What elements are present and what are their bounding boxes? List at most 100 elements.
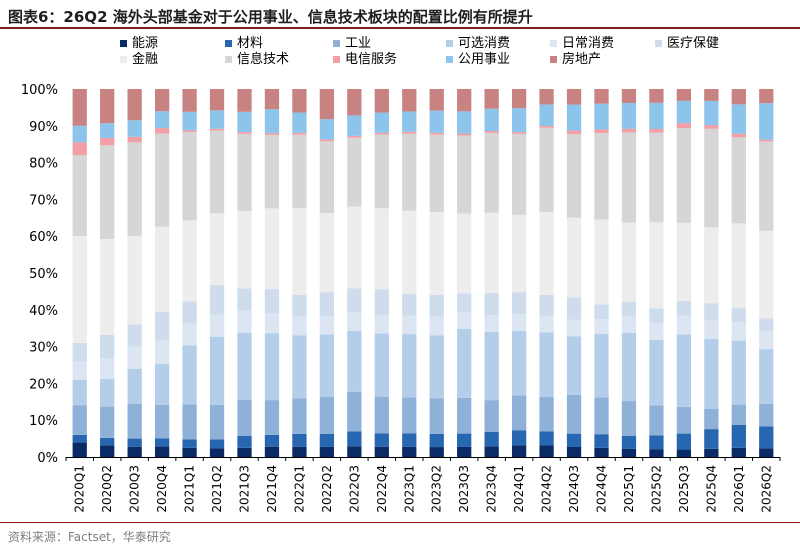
legend-item: 金融	[120, 51, 158, 67]
x-tick-label: 2023Q1	[402, 465, 416, 513]
bar-segment	[100, 378, 115, 407]
bar-segment	[127, 446, 142, 457]
bar-segment	[759, 403, 774, 427]
bar-segment	[402, 334, 417, 398]
bar-segment	[511, 445, 527, 457]
bar-segment	[704, 320, 719, 339]
bar-segment	[374, 446, 389, 457]
x-tick-label: 2020Q4	[155, 465, 169, 513]
bar-segment	[731, 104, 746, 134]
bar-segment	[649, 128, 664, 133]
bar-segment	[594, 434, 609, 448]
bar-segment	[347, 330, 362, 392]
bar-segment	[72, 155, 87, 237]
bar-segment	[319, 316, 335, 335]
bar-segment	[402, 433, 417, 447]
bar-segment	[209, 404, 225, 440]
bar-segment	[759, 89, 774, 104]
bar-segment	[676, 128, 692, 223]
bar-segment	[72, 405, 87, 435]
bar-segment	[209, 285, 225, 315]
bar-segment	[731, 307, 746, 323]
bar-segment	[621, 102, 637, 129]
bar-segment	[182, 220, 197, 302]
bar-segment	[594, 333, 609, 398]
x-tick-label: 2026Q1	[732, 465, 746, 513]
bar-segment	[209, 336, 225, 405]
bar-segment	[237, 132, 252, 134]
legend-item: 工业	[333, 36, 371, 51]
bar-segment	[319, 292, 335, 317]
bar-segment	[127, 368, 142, 404]
bar-segment	[484, 446, 499, 457]
legend-label: 金融	[132, 51, 158, 67]
bar-segment	[566, 297, 582, 320]
bar-segment	[402, 446, 417, 457]
x-tick-label: 2021Q2	[210, 465, 224, 513]
bar-segment	[127, 346, 142, 369]
bar-segment	[264, 313, 280, 334]
bar-segment	[319, 433, 335, 447]
bar-segment	[154, 226, 170, 313]
x-tick-label: 2024Q4	[595, 465, 609, 513]
bar-segment	[649, 222, 664, 309]
y-tick-label: 20%	[29, 377, 58, 392]
bar-segment	[127, 120, 142, 137]
bar-segment	[319, 397, 335, 434]
bar-segment	[594, 447, 609, 457]
bar-segment	[182, 132, 197, 221]
bar-segment	[704, 89, 719, 101]
bar-segment	[264, 333, 280, 401]
bar-segment	[621, 222, 637, 302]
bar-segment	[704, 448, 719, 457]
bar-segment	[100, 137, 115, 146]
bar-segment	[566, 130, 582, 135]
x-tick-label: 2022Q3	[347, 465, 361, 513]
bar-segment	[566, 433, 582, 447]
bar-segment	[731, 89, 746, 105]
bar-segment	[209, 130, 225, 214]
bar-segment	[594, 219, 609, 305]
bar-segment	[539, 212, 554, 295]
bar-segment	[347, 135, 362, 138]
legend-label: 房地产	[562, 51, 601, 67]
bar-segment	[621, 132, 637, 223]
bar-segment	[374, 89, 389, 113]
bar-segment	[72, 342, 87, 362]
bar-segment	[374, 314, 389, 334]
bar-segment	[154, 128, 170, 134]
bar-segment	[209, 89, 225, 111]
bar-segment	[457, 135, 472, 214]
bar-segment	[72, 379, 87, 406]
bar-segment	[319, 213, 335, 293]
x-tick-label: 2022Q4	[375, 465, 389, 513]
legend-swatch	[225, 56, 232, 63]
bar-segment	[154, 438, 170, 447]
legend-swatch	[446, 56, 453, 63]
bar-segment	[127, 403, 142, 439]
bar-segment	[374, 208, 389, 290]
legend-item: 电信服务	[333, 51, 397, 67]
bar-segment	[154, 446, 170, 457]
bar-segment	[100, 445, 115, 457]
bar-segment	[511, 430, 527, 446]
legend-swatch	[446, 40, 453, 47]
bar-segment	[731, 340, 746, 405]
legend-item: 公用事业	[446, 52, 510, 67]
bar-segment	[457, 312, 472, 329]
legend-swatch	[225, 40, 232, 47]
bar-segment	[72, 89, 87, 126]
bar-segment	[594, 89, 609, 104]
bar-segment	[539, 127, 554, 213]
bar-segment	[621, 401, 637, 437]
bar-segment	[154, 404, 170, 439]
bar-segment	[759, 230, 774, 319]
bar-segment	[429, 134, 444, 212]
bar-segment	[127, 324, 142, 347]
y-tick-label: 80%	[29, 157, 58, 172]
bar-segment	[100, 406, 115, 438]
y-tick-label: 70%	[29, 193, 58, 208]
bar-segment	[100, 89, 115, 124]
bar-segment	[539, 316, 554, 333]
bar-segment	[484, 212, 499, 293]
